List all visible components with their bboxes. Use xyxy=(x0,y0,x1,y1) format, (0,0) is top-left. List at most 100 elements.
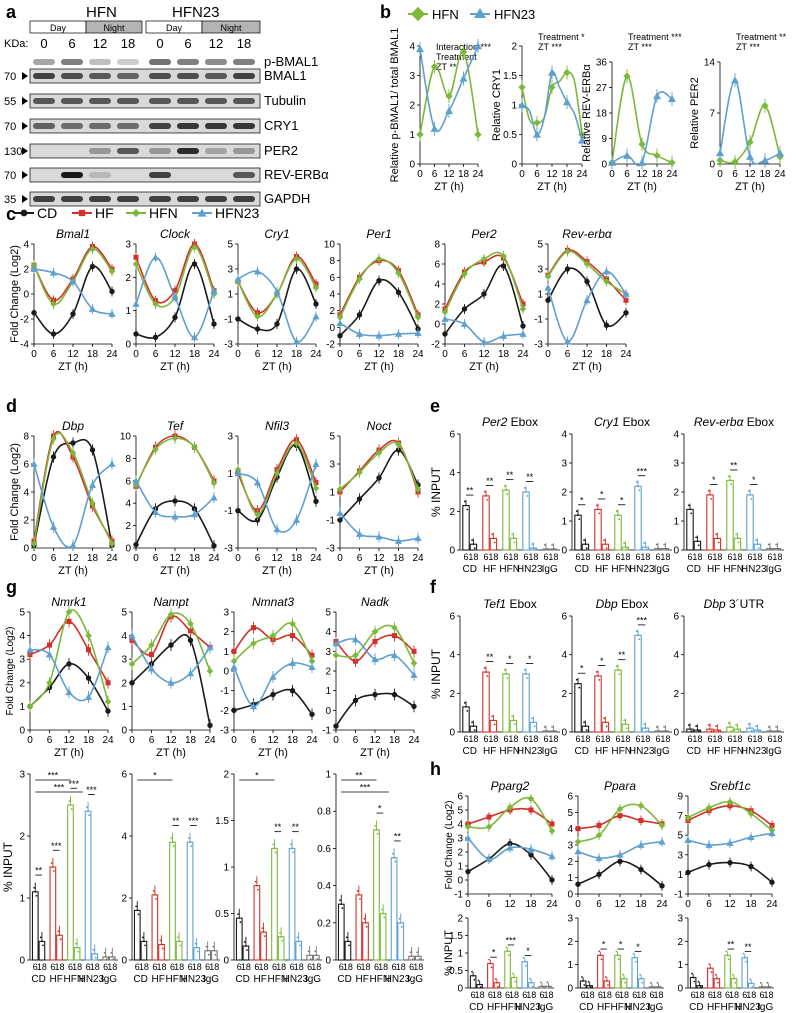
y-tick-label: 1 xyxy=(223,647,229,658)
series-line-hf xyxy=(29,620,109,684)
blot-band xyxy=(117,148,139,154)
bar-hf xyxy=(601,721,610,733)
panel-label-a: a xyxy=(6,2,17,22)
data-dot xyxy=(69,804,72,806)
bar-tick-label: 18 xyxy=(508,734,518,744)
y-axis-label: Fold Change (Log2) xyxy=(5,627,16,716)
y-tick-label: 3 xyxy=(677,914,683,925)
y-tick-label: 0 xyxy=(23,544,29,555)
data-dot xyxy=(511,715,514,718)
y-tick-label: 0 xyxy=(511,160,517,171)
y-axis-label: Relative p-BMAL1/ total BMAL1 xyxy=(389,28,401,183)
data-dot xyxy=(77,950,80,953)
data-dot xyxy=(399,921,402,924)
y-tick-label: 1 xyxy=(457,949,463,960)
bar-tick-label: 6 xyxy=(188,962,193,972)
group-label: IgG xyxy=(542,746,558,757)
y-tick-label: 3 xyxy=(457,834,463,845)
bar-hfn xyxy=(614,954,621,989)
group-label: HFN xyxy=(501,1002,522,1013)
data-dot xyxy=(585,729,588,732)
group-label: IgG xyxy=(203,974,219,985)
y-tick-label: 1 xyxy=(567,873,573,884)
marker-cd xyxy=(105,708,111,714)
y-tick-label: 0 xyxy=(457,984,463,995)
y-tick-label: 1 xyxy=(673,517,679,528)
data-dot xyxy=(726,954,729,957)
data-dot xyxy=(707,724,710,726)
data-dot xyxy=(655,543,658,546)
data-dot xyxy=(649,981,652,984)
marker-hfn23 xyxy=(459,74,468,82)
data-dot xyxy=(212,945,215,948)
bar-hfn xyxy=(620,978,628,989)
data-dot xyxy=(365,925,368,928)
y-tick-label: 18 xyxy=(596,109,608,120)
data-dot xyxy=(400,925,403,928)
data-dot xyxy=(742,952,745,955)
group-label: HN23 xyxy=(625,1002,651,1013)
y-tick-label: 0.2 xyxy=(317,918,331,929)
data-dot xyxy=(743,956,746,959)
data-dot xyxy=(689,728,691,730)
marker-hfn23 xyxy=(171,513,179,520)
sig-stars: *** xyxy=(54,783,65,793)
x-tick-label: 0 xyxy=(27,735,33,746)
marker-cd xyxy=(109,288,115,295)
group-label: HFN xyxy=(499,564,520,575)
legend-label-hfn: HFN xyxy=(149,205,178,221)
y-tick-label: 3 xyxy=(19,655,25,666)
data-dot xyxy=(737,730,740,732)
y-tick-label: -1 xyxy=(454,890,463,901)
bar-tick-label: 18 xyxy=(692,734,702,744)
x-tick-label: 24 xyxy=(306,735,318,746)
data-dot xyxy=(507,954,510,957)
x-axis-label: ZT (h) xyxy=(258,747,288,759)
marker-cd xyxy=(442,331,448,337)
timepoint-label: 6 xyxy=(184,36,191,51)
chart-title: Pparg2 xyxy=(491,779,530,793)
data-dot xyxy=(375,828,378,831)
timepoint-label: 12 xyxy=(93,36,107,51)
y-axis-label: Relative REV-ERBα xyxy=(581,64,593,162)
bar-tick-label: 6 xyxy=(655,734,660,744)
data-dot xyxy=(730,483,733,486)
data-dot xyxy=(177,936,179,939)
bar-tick-label: 6 xyxy=(523,552,528,562)
bar-tick-label: 6 xyxy=(595,552,600,562)
y-tick-label: 0 xyxy=(223,956,229,967)
data-dot xyxy=(206,949,209,952)
y-tick-label: 4 xyxy=(449,650,455,661)
data-dot xyxy=(374,824,377,827)
data-dot xyxy=(262,931,265,933)
marker-hfn xyxy=(254,511,261,518)
data-dot xyxy=(747,490,750,492)
marker-cd xyxy=(50,454,57,460)
y-tick-label: -2 xyxy=(20,315,29,326)
series-line-hfn xyxy=(611,75,673,164)
group-label: HF xyxy=(597,1002,610,1013)
y-tick-label: 1.5 xyxy=(449,931,463,942)
marker-hfn23 xyxy=(288,659,297,667)
group-label: HF xyxy=(483,564,496,575)
marker-hfn23 xyxy=(474,42,482,50)
x-tick-label: 12 xyxy=(504,899,516,910)
y-tick-label: 3 xyxy=(673,459,679,470)
y-tick-label: 3 xyxy=(567,914,573,925)
group-label: HF xyxy=(707,564,720,575)
x-tick-label: 0 xyxy=(231,735,237,746)
bar-tick-label: 18 xyxy=(157,962,167,972)
x-tick-label: 18 xyxy=(525,899,537,910)
x-tick-label: 18 xyxy=(393,349,405,360)
data-dot xyxy=(717,981,719,984)
data-dot xyxy=(625,548,628,550)
data-dot xyxy=(254,880,257,883)
x-axis-label: ZT (h) xyxy=(360,747,390,759)
data-dot xyxy=(709,967,712,970)
marker-hf xyxy=(372,638,378,645)
group-label: HF xyxy=(487,1002,500,1013)
data-dot xyxy=(582,980,585,982)
group-label: HF xyxy=(707,746,720,757)
